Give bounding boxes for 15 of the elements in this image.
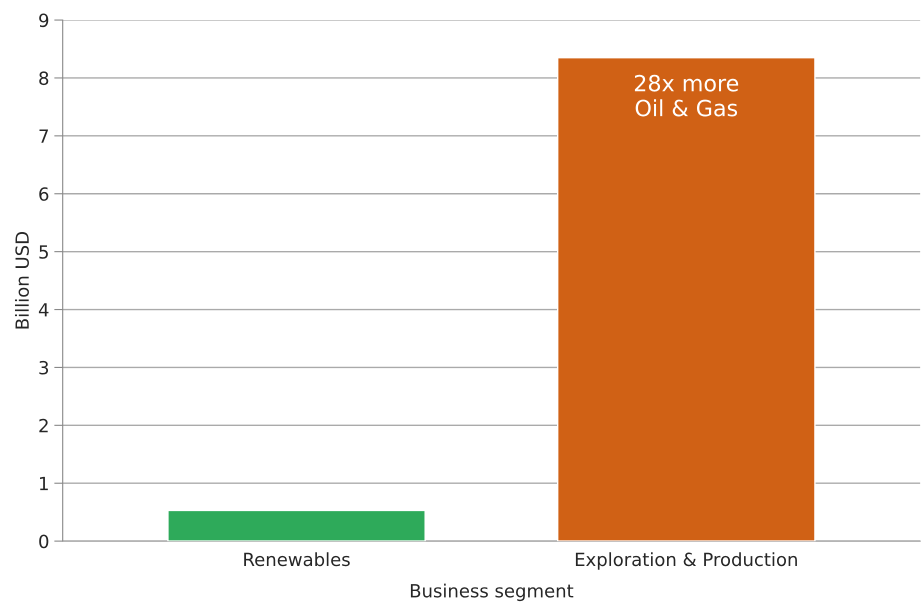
y-tick-label: 0 xyxy=(39,534,48,548)
y-tick-label: 6 xyxy=(39,187,48,201)
y-tick-label: 2 xyxy=(39,418,48,432)
y-tick-label: 5 xyxy=(39,245,48,259)
y-tick-label: 1 xyxy=(40,476,48,490)
y-tick-label: 7 xyxy=(39,130,48,143)
x-tick-label: Renewables xyxy=(244,552,350,566)
annotation: 28x more Oil & Gas xyxy=(634,74,738,116)
y-tick-label: 3 xyxy=(39,360,48,375)
y-tick-label: 9 xyxy=(39,14,48,28)
y-axis-title: Billion USD xyxy=(14,232,29,328)
x-axis-title: Business segment xyxy=(410,584,574,602)
x-tick-label: Exploration & Production xyxy=(576,552,797,570)
y-tick-label: 8 xyxy=(39,71,48,86)
y-tick-label: 4 xyxy=(38,303,48,316)
